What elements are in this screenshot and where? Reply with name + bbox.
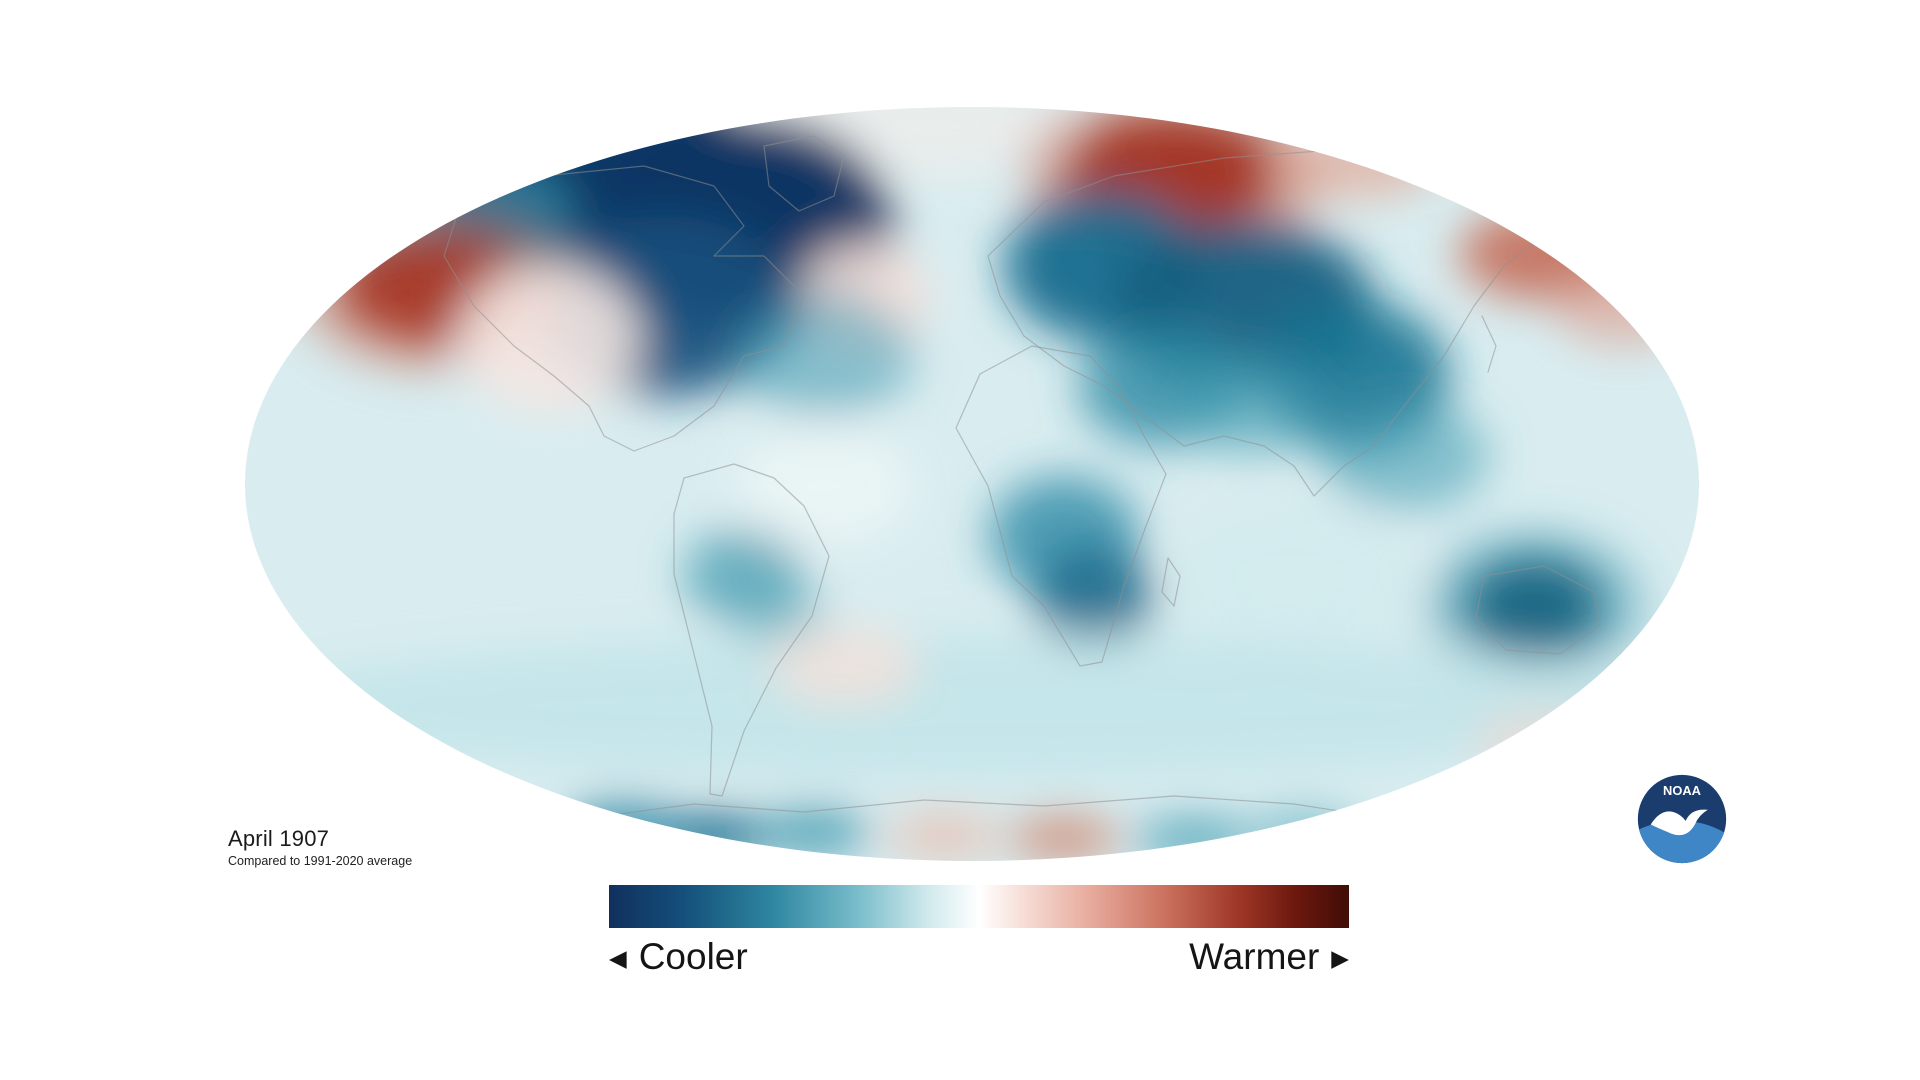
noaa-logo-text: NOAA: [1663, 783, 1701, 798]
coast-south-america: [673, 463, 830, 797]
coast-new-zealand: [1639, 665, 1653, 695]
noaa-logo: NOAA: [1636, 773, 1728, 865]
coast-greenland: [763, 135, 845, 212]
coast-australia: [1475, 565, 1601, 655]
colorbar: [609, 885, 1349, 928]
coast-antarctica: [603, 795, 1385, 819]
colorbar-labels: ◀ Cooler Warmer ▶: [609, 936, 1349, 978]
coast-africa: [955, 345, 1167, 667]
noaa-wave: [1637, 820, 1727, 864]
coast-madagascar: [1161, 557, 1181, 607]
map-subtitle: Compared to 1991-2020 average: [228, 854, 413, 869]
coast-north-america: [443, 165, 805, 452]
caption: April 1907 Compared to 1991-2020 average: [228, 826, 412, 868]
warmer-text: Warmer: [1189, 936, 1320, 977]
warmer-label: Warmer ▶: [1189, 936, 1349, 978]
noaa-bird-icon: [1650, 809, 1708, 836]
map-title: April 1907: [228, 826, 330, 851]
coast-japan: [1481, 315, 1497, 373]
left-arrow-icon: ◀: [609, 944, 627, 971]
right-arrow-icon: ▶: [1331, 944, 1349, 971]
cooler-label: ◀ Cooler: [609, 936, 748, 978]
cooler-text: Cooler: [638, 936, 748, 977]
anomaly-map: [244, 106, 1700, 862]
anomaly-map-svg: [245, 107, 1699, 861]
